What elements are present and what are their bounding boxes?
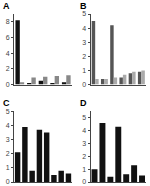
svg-text:5: 5 bbox=[82, 10, 86, 17]
svg-text:C: C bbox=[3, 98, 10, 108]
svg-text:1: 1 bbox=[82, 166, 86, 173]
svg-text:1: 1 bbox=[6, 164, 10, 171]
svg-text:2: 2 bbox=[82, 153, 86, 160]
svg-text:6: 6 bbox=[6, 34, 10, 41]
svg-text:4: 4 bbox=[82, 25, 86, 32]
svg-text:3: 3 bbox=[82, 140, 86, 147]
svg-text:0: 0 bbox=[6, 81, 10, 88]
svg-text:8: 8 bbox=[6, 18, 10, 25]
svg-text:A: A bbox=[3, 1, 10, 11]
svg-text:0: 0 bbox=[82, 178, 86, 185]
svg-text:B: B bbox=[80, 1, 87, 11]
svg-text:3: 3 bbox=[6, 136, 10, 143]
svg-text:0: 0 bbox=[82, 81, 86, 88]
svg-text:2: 2 bbox=[6, 65, 10, 72]
svg-text:5: 5 bbox=[6, 108, 10, 115]
svg-text:1: 1 bbox=[82, 67, 86, 74]
svg-text:2: 2 bbox=[82, 53, 86, 60]
svg-text:0: 0 bbox=[6, 178, 10, 185]
svg-text:4: 4 bbox=[6, 122, 10, 129]
svg-text:2: 2 bbox=[6, 150, 10, 157]
svg-text:4: 4 bbox=[82, 127, 86, 134]
svg-text:5: 5 bbox=[82, 114, 86, 121]
svg-text:4: 4 bbox=[6, 50, 10, 57]
svg-text:D: D bbox=[80, 98, 87, 108]
svg-text:3: 3 bbox=[82, 39, 86, 46]
